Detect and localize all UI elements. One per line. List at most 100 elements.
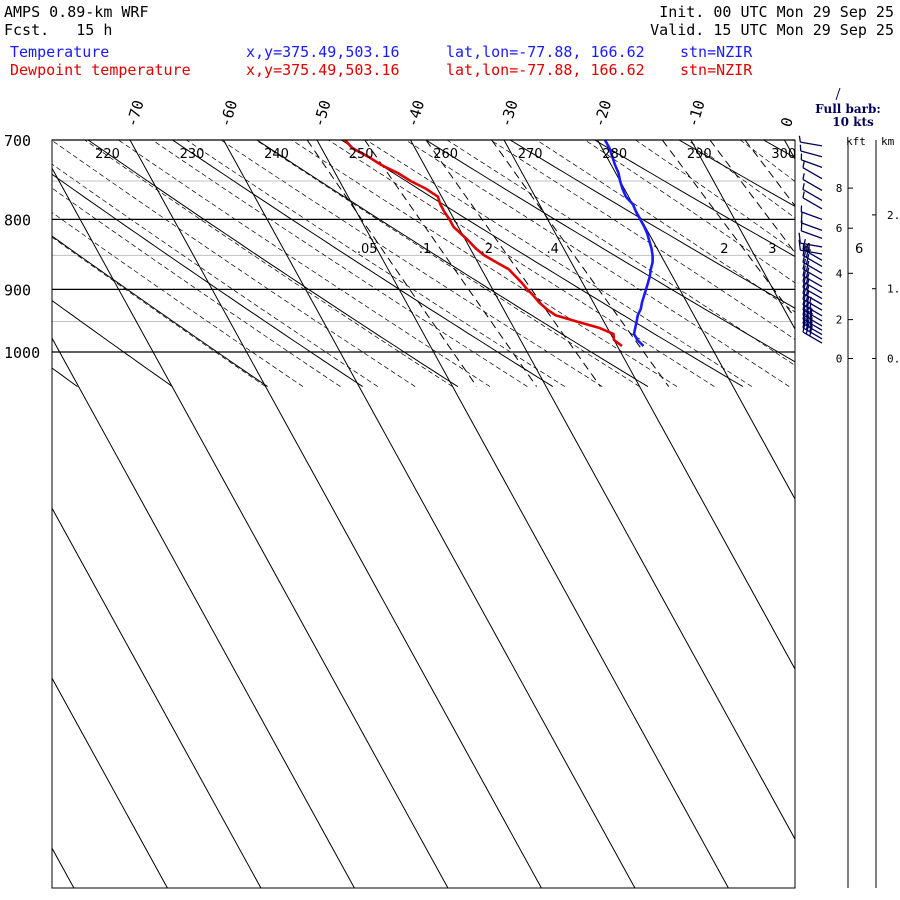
isotherm-line: [410, 140, 795, 841]
height-kft-tick-label: 2: [836, 314, 843, 327]
legend-temperature-label: Temperature: [10, 43, 110, 61]
wind-barb: [802, 271, 823, 294]
theta-label: 220: [95, 147, 120, 162]
init-time: Init. 00 UTC Mon 29 Sep 25: [659, 3, 894, 21]
wind-barb: [802, 308, 823, 331]
wind-barb: [802, 252, 823, 274]
moist-adiabat-line: [873, 123, 900, 387]
pressure-tick-label: 1000: [4, 344, 40, 362]
dry-adiabat-line: [52, 299, 173, 388]
theta-label: 270: [518, 147, 543, 162]
mixing-ratio-label: .2: [481, 242, 493, 257]
legend-temperature-coords: x,y=375.49,503.16: [246, 43, 400, 61]
moist-adiabat-line: [489, 140, 795, 340]
moist-adiabat-line: [686, 140, 795, 219]
height-kft-tick-label: 4: [836, 267, 843, 280]
wind-barb: [802, 299, 823, 322]
wind-barb: [802, 183, 823, 202]
dry-adiabat-line: [52, 235, 268, 388]
mixing-ratio-label: 3: [768, 242, 776, 257]
isotherm-line: [52, 677, 168, 888]
wind-barb: [802, 258, 823, 281]
height-km-tick-label: 1.: [887, 283, 900, 296]
isotherm-line: [878, 140, 900, 888]
height-kft-tick-label: 0: [836, 353, 843, 366]
theta-label: 280: [602, 147, 627, 162]
wind-barb: [800, 153, 823, 168]
theta-label: 230: [180, 147, 205, 162]
theta-label: 300: [771, 147, 796, 162]
dry-adiabat-line: [171, 140, 554, 388]
wind-barb: [802, 277, 823, 300]
wind-barb: [802, 161, 823, 180]
plot-frame: [51, 139, 796, 889]
wind-barb-legend-title: Full barb:: [815, 102, 881, 116]
isotherm-line: [52, 337, 355, 888]
wind-barb: [802, 265, 823, 288]
moist-adiabat-line: [291, 140, 678, 387]
isotherm-line: [316, 140, 729, 888]
legend-dewpoint-coords: x,y=375.49,503.16: [246, 61, 400, 79]
temperature-tick-label: -20: [590, 98, 615, 129]
moist-adiabat-line: [84, 140, 453, 387]
pressure-tick-label: 700: [4, 132, 31, 150]
wind-barb: [802, 173, 823, 192]
wind-barb: [800, 220, 823, 239]
legend-temperature-station: stn=NZIR: [680, 43, 753, 61]
mixing-ratio-line: [306, 140, 478, 387]
dry-adiabat-line: [52, 173, 363, 388]
pressure-tick-label: 900: [4, 281, 31, 299]
moist-adiabat-line: [365, 140, 752, 387]
dry-adiabat-line: [509, 140, 795, 309]
moist-adiabat-line: [446, 140, 795, 366]
height-kft-tick-label: 6: [836, 222, 843, 235]
theta-label: 240: [264, 147, 289, 162]
wind-barb: [802, 317, 823, 340]
isotherm-line: [597, 140, 795, 501]
wind-barb: [802, 283, 823, 305]
mixing-ratio-label: 2: [720, 242, 728, 257]
height-kft-tick-label: 8: [836, 182, 843, 195]
moist-adiabat-line: [739, 140, 795, 182]
wind-barb: [802, 304, 823, 327]
dry-adiabat-line: [340, 140, 744, 388]
wind-barb: [802, 321, 823, 344]
moist-adiabat-line: [220, 140, 603, 387]
isotherm-line: [129, 140, 542, 888]
temperature-tick-label: -10: [684, 98, 709, 129]
wind-barb: [802, 191, 823, 210]
mixing-ratio-line: [425, 140, 601, 387]
height-km-tick-label: 0.: [887, 353, 900, 366]
valid-time: Valid. 15 UTC Mon 29 Sep 25: [650, 21, 894, 39]
moist-adiabat-line: [117, 140, 491, 387]
mixing-ratio-label: 6: [855, 242, 863, 257]
wind-barb: [800, 205, 823, 220]
moist-adiabat-line: [327, 140, 715, 387]
dewpoint-profile-line: [344, 140, 623, 348]
isotherm-line: [52, 507, 262, 888]
temperature-tick-label: 0: [777, 115, 797, 129]
theta-label: 250: [349, 147, 374, 162]
mixing-ratio-label: .05: [357, 242, 378, 257]
mixing-ratio-line: [364, 140, 538, 387]
moist-adiabat-line: [52, 236, 266, 387]
isotherm-line: [690, 140, 795, 331]
temperature-tick-label: -60: [216, 98, 241, 129]
moist-adiabat-line: [535, 140, 795, 313]
wind-barb: [799, 144, 823, 158]
legend-dewpoint-label: Dewpoint temperature: [10, 61, 191, 79]
mixing-ratio-line: [661, 140, 795, 319]
wind-barb: [798, 135, 823, 147]
mixing-ratio-line: [744, 140, 795, 207]
theta-label: 260: [433, 147, 458, 162]
legend-dewpoint-latlon: lat,lon=-77.88, 166.62: [446, 61, 645, 79]
theta-label: 290: [687, 147, 712, 162]
moist-adiabat-line: [52, 187, 341, 387]
dry-adiabat-line: [255, 140, 649, 388]
legend-temperature-latlon: lat,lon=-77.88, 166.62: [446, 43, 645, 61]
mixing-ratio-label: .4: [546, 242, 558, 257]
wind-barb-legend-sample: [835, 87, 841, 101]
moist-adiabat-line: [185, 140, 565, 387]
wind-barb-legend-unit: 10 kts: [832, 115, 874, 129]
